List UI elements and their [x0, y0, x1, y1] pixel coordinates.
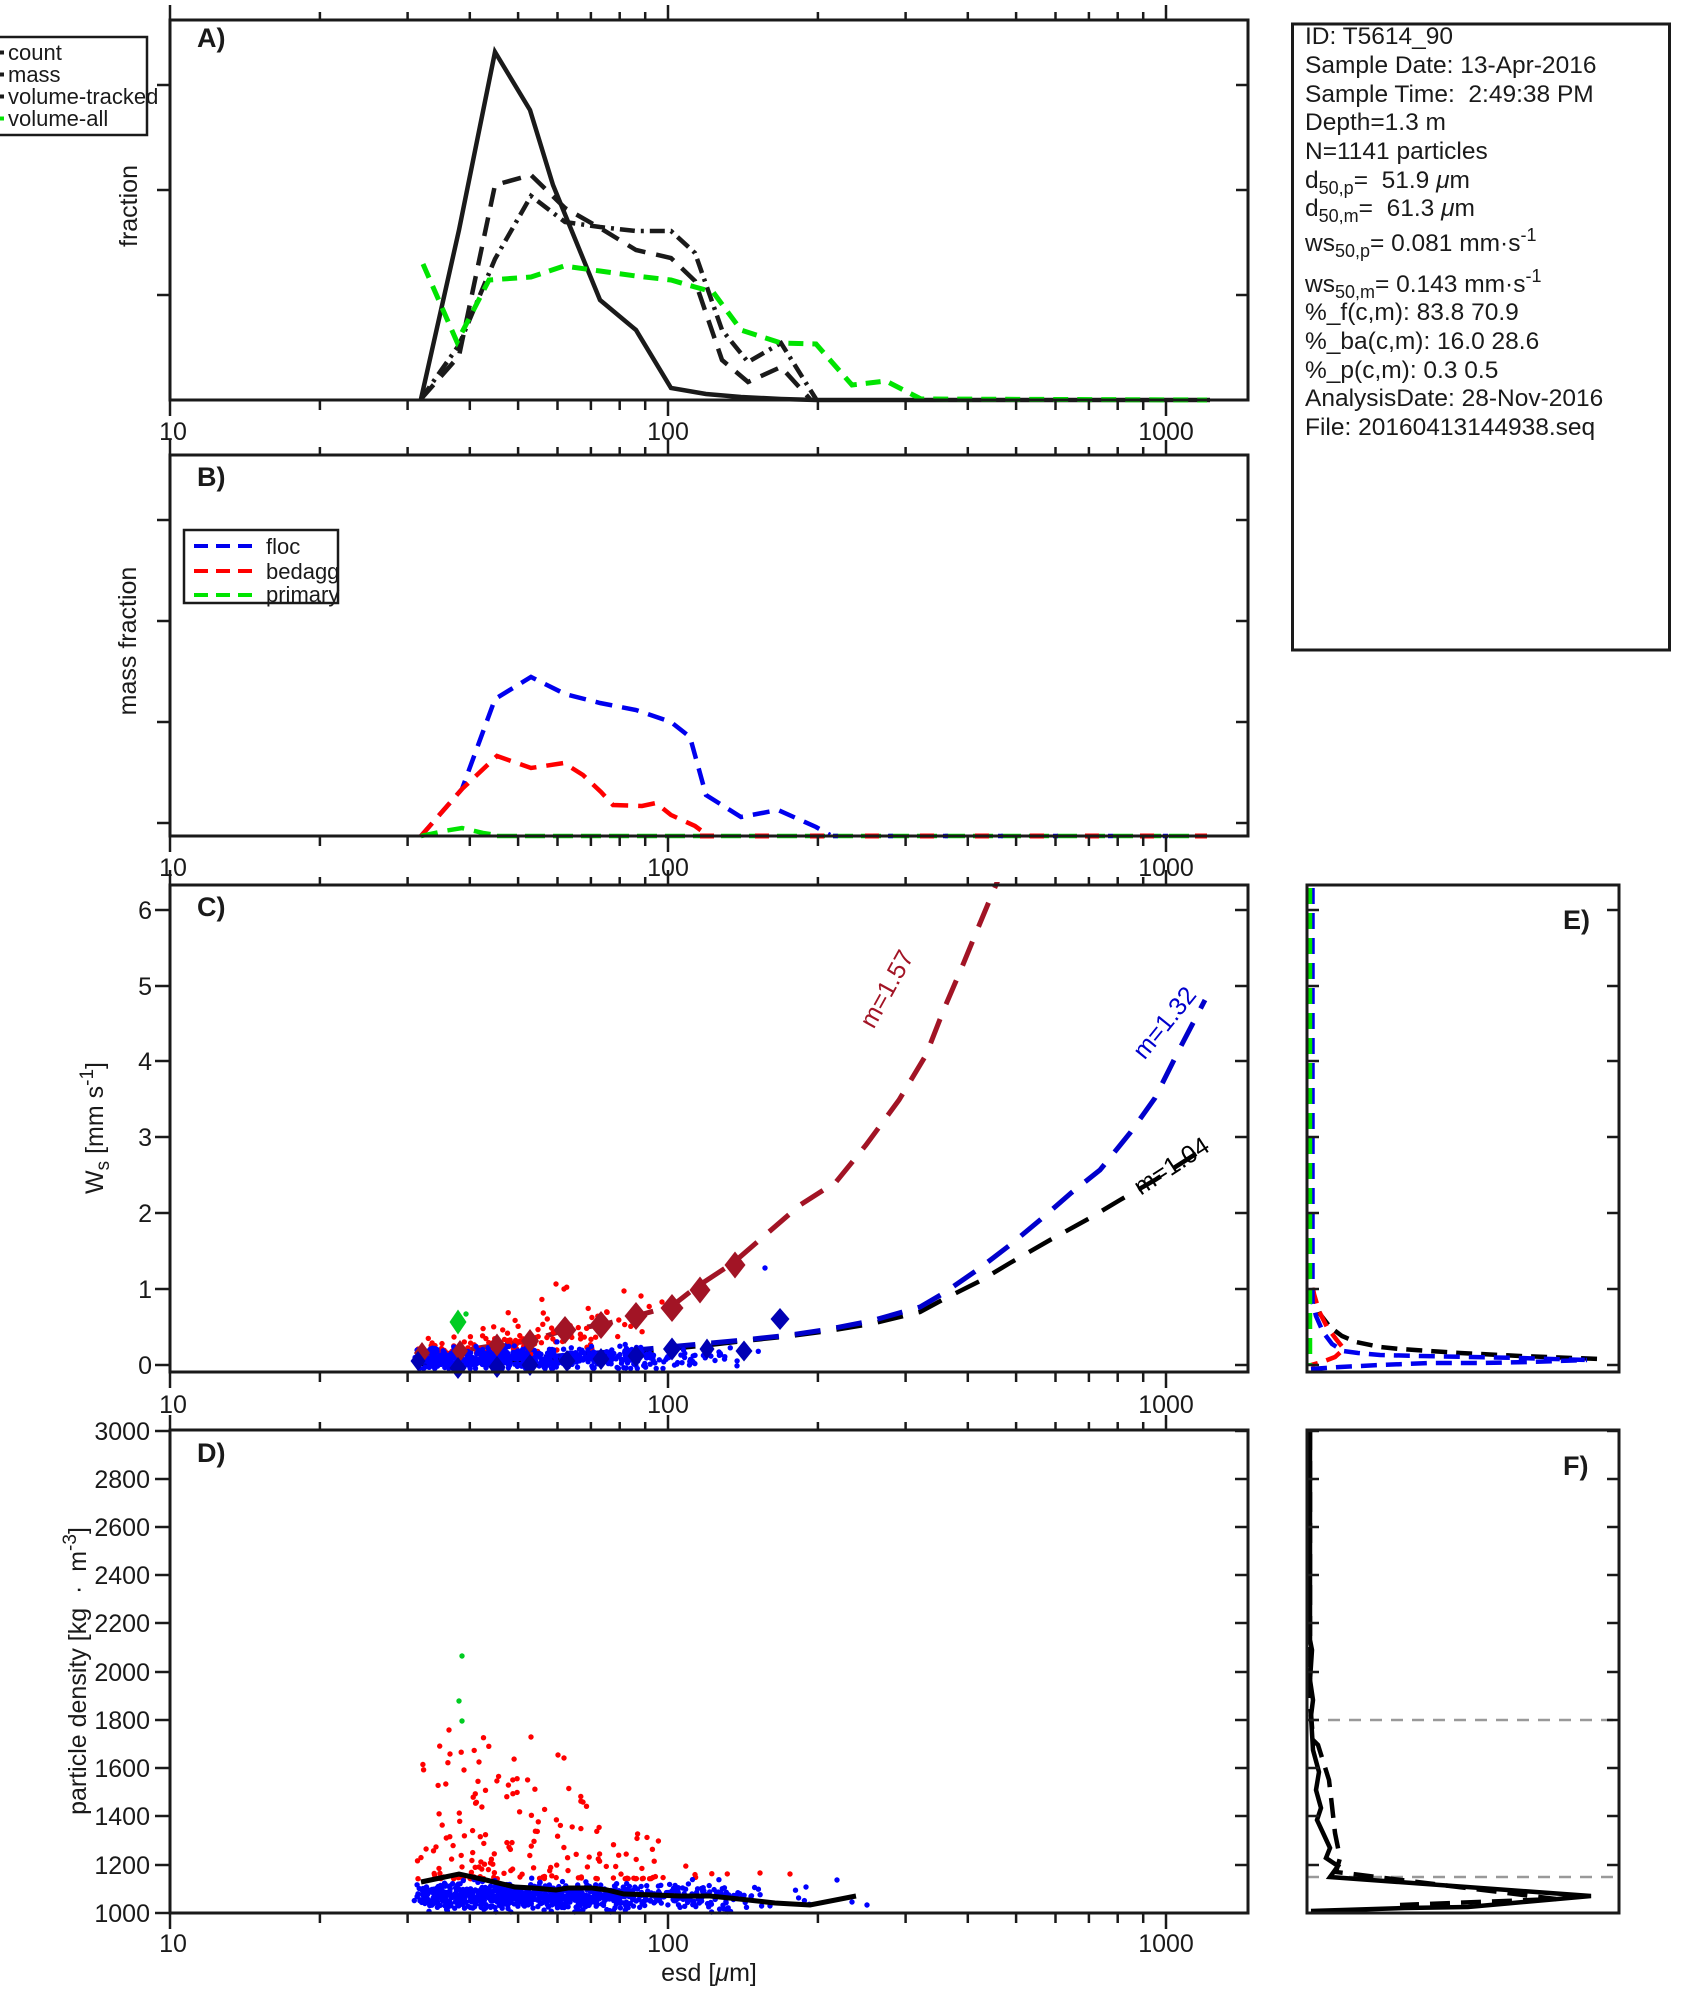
svg-text:primary: primary	[266, 582, 339, 607]
svg-text:2200: 2200	[94, 1610, 150, 1638]
svg-text:floc: floc	[266, 534, 300, 559]
svg-text:1200: 1200	[94, 1852, 150, 1880]
svg-text:1400: 1400	[94, 1803, 150, 1831]
svg-text:1000: 1000	[1138, 854, 1194, 882]
svg-text:3000: 3000	[94, 1418, 150, 1446]
svg-text:0: 0	[138, 1352, 152, 1380]
svg-text:volume-all: volume-all	[8, 106, 108, 131]
svg-text:mass fraction: mass fraction	[114, 567, 142, 716]
svg-text:count: count	[8, 40, 62, 65]
svg-text:10: 10	[159, 1391, 187, 1419]
svg-text:3: 3	[138, 1124, 152, 1152]
svg-text:%_p(c,m): 0.3 0.5: %_p(c,m): 0.3 0.5	[1305, 357, 1498, 384]
svg-text:esd [μm]: esd [μm]	[661, 1959, 757, 1987]
svg-text:%_f(c,m): 83.8 70.9: %_f(c,m): 83.8 70.9	[1305, 299, 1519, 326]
svg-text:2600: 2600	[94, 1514, 150, 1542]
svg-text:5: 5	[138, 973, 152, 1001]
svg-text:AnalysisDate: 28-Nov-2016: AnalysisDate: 28-Nov-2016	[1305, 385, 1603, 412]
svg-text:1000: 1000	[94, 1900, 150, 1928]
svg-text:particle density [kg · m-3]: particle density [kg · m-3]	[60, 1527, 92, 1815]
svg-text:mass: mass	[8, 62, 61, 87]
svg-text:E): E)	[1563, 905, 1590, 935]
svg-text:ID: T5614_90: ID: T5614_90	[1305, 23, 1453, 50]
svg-text:d50,m= 61.3 μm: d50,m= 61.3 μm	[1305, 195, 1475, 226]
svg-text:B): B)	[197, 462, 226, 492]
svg-text:10: 10	[159, 1930, 187, 1958]
svg-text:100: 100	[647, 854, 689, 882]
svg-text:bedagg: bedagg	[266, 559, 339, 584]
svg-text:%_ba(c,m): 16.0 28.6: %_ba(c,m): 16.0 28.6	[1305, 328, 1539, 355]
svg-text:2: 2	[138, 1200, 152, 1228]
svg-text:D): D)	[197, 1438, 226, 1468]
svg-text:fraction: fraction	[115, 165, 143, 247]
svg-text:A): A)	[197, 23, 226, 53]
svg-text:10: 10	[159, 418, 187, 446]
svg-text:volume-tracked: volume-tracked	[8, 84, 158, 109]
svg-text:C): C)	[197, 892, 226, 922]
svg-text:1800: 1800	[94, 1707, 150, 1735]
svg-text:100: 100	[647, 1391, 689, 1419]
svg-text:Sample Time: 2:49:38 PM: Sample Time: 2:49:38 PM	[1305, 81, 1594, 108]
svg-text:6: 6	[138, 897, 152, 925]
svg-text:100: 100	[647, 418, 689, 446]
svg-text:100: 100	[647, 1930, 689, 1958]
svg-text:2400: 2400	[94, 1562, 150, 1590]
svg-text:Ws [mm s-1]: Ws [mm s-1]	[77, 1062, 114, 1194]
svg-text:1000: 1000	[1138, 1391, 1194, 1419]
svg-text:2000: 2000	[94, 1659, 150, 1687]
svg-text:1000: 1000	[1138, 1930, 1194, 1958]
svg-text:Depth=1.3 m: Depth=1.3 m	[1305, 109, 1446, 136]
svg-text:d50,p= 51.9 μm: d50,p= 51.9 μm	[1305, 167, 1470, 198]
svg-text:N=1141 particles: N=1141 particles	[1305, 138, 1488, 165]
svg-text:4: 4	[138, 1048, 152, 1076]
svg-text:ws50,p= 0.081 mm·s-1: ws50,p= 0.081 mm·s-1	[1304, 225, 1536, 261]
svg-text:Sample Date: 13-Apr-2016: Sample Date: 13-Apr-2016	[1305, 52, 1596, 79]
svg-text:1: 1	[138, 1276, 152, 1304]
svg-text:10: 10	[159, 854, 187, 882]
svg-text:F): F)	[1563, 1451, 1588, 1481]
svg-text:2800: 2800	[94, 1466, 150, 1494]
svg-text:1000: 1000	[1138, 418, 1194, 446]
svg-text:1600: 1600	[94, 1755, 150, 1783]
svg-text:File: 20160413144938.seq: File: 20160413144938.seq	[1305, 414, 1595, 441]
